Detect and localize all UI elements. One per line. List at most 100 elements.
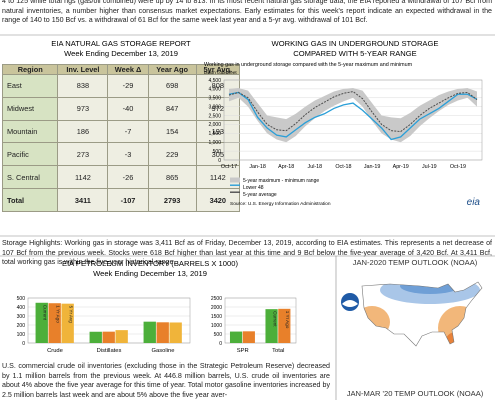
x-tick-label: Oct-18 bbox=[335, 164, 351, 170]
bar bbox=[156, 322, 169, 343]
table-cell: 186 bbox=[57, 119, 109, 144]
table-cell: Mountain bbox=[1, 119, 59, 144]
range-band bbox=[229, 88, 477, 143]
x-tick-label: Oct-19 bbox=[450, 164, 466, 170]
bar-label: Current bbox=[43, 305, 48, 321]
table-body: East 838 -29 698 808 Midwest 973 -40 847 972 Mount… bbox=[1, 74, 241, 212]
x-tick-label: Jan-18 bbox=[249, 164, 265, 170]
bar-label: 1 Yr Ago bbox=[56, 305, 61, 323]
plot-frame bbox=[224, 297, 297, 344]
y-tick-label: 2500 bbox=[211, 296, 222, 302]
x-tick-label: Gasoline bbox=[152, 348, 175, 354]
table-cell: 972 bbox=[195, 96, 241, 121]
map-title: JAN-MAR '20 TEMP OUTLOOK (NOAA) bbox=[347, 389, 484, 398]
noaa-logo bbox=[342, 300, 358, 307]
map bbox=[361, 281, 483, 347]
x-tick-label: Jan-19 bbox=[364, 164, 380, 170]
table-cell: S. Central bbox=[1, 165, 59, 190]
table-cell: 847 bbox=[147, 96, 197, 121]
bar bbox=[278, 308, 291, 343]
table-cell: 973 bbox=[57, 96, 109, 121]
bar-label: 5 Yr Avg bbox=[68, 306, 73, 324]
bar bbox=[89, 331, 102, 343]
table-row: S. Central 1142 -26 865 1142 bbox=[1, 165, 241, 190]
y-tick-label: 200 bbox=[17, 323, 26, 329]
table-cell: 838 bbox=[57, 74, 109, 98]
x-tick-label: Jul-18 bbox=[308, 164, 323, 170]
bar bbox=[229, 331, 243, 343]
table-cell: 305 bbox=[195, 142, 241, 167]
cold-area bbox=[400, 282, 460, 294]
bar bbox=[265, 309, 278, 343]
table-cell: -3 bbox=[107, 142, 149, 167]
map-outline bbox=[361, 281, 483, 347]
table-cell: Midwest bbox=[1, 96, 59, 121]
table-cell: 229 bbox=[147, 142, 197, 167]
y-tick-label: 500 bbox=[214, 332, 223, 338]
chart-subtitle: Week Ending December 13, 2019 bbox=[93, 269, 207, 278]
x-tick-label: Total bbox=[272, 348, 284, 354]
legend-label: 5-year average bbox=[243, 192, 277, 198]
chart-source: Source: U.S. Energy Information Administ… bbox=[230, 201, 331, 207]
table-cell: 865 bbox=[147, 165, 197, 190]
table-cell: 154 bbox=[147, 119, 197, 144]
y-tick-label: 100 bbox=[17, 332, 26, 338]
warm-area bbox=[362, 306, 390, 338]
storage-table: Region Inv. Level Week Δ Year Ago 5yr Avg. Ea… bbox=[1, 64, 241, 212]
table-header-cell: Inv. Level bbox=[57, 64, 109, 75]
map-fill bbox=[362, 282, 482, 346]
y-tick-label: 0 bbox=[219, 341, 222, 347]
y-tick-label: 0 bbox=[22, 341, 25, 347]
table-row: Pacific 273 -3 229 305 bbox=[1, 142, 241, 167]
map-bg bbox=[362, 282, 482, 346]
table-cell: -26 bbox=[107, 165, 149, 190]
table-cell: 273 bbox=[57, 142, 109, 167]
table-cell: 3420 bbox=[195, 188, 241, 212]
table-row: Midwest 973 -40 847 972 bbox=[1, 96, 241, 121]
x-tick-label: Distillates bbox=[97, 348, 122, 354]
table-cell: Total bbox=[1, 188, 59, 212]
bar bbox=[35, 302, 48, 343]
table-cell: 193 bbox=[195, 119, 241, 144]
bar-label: Current bbox=[272, 311, 277, 327]
table-header-cell: Region bbox=[1, 64, 59, 75]
y-tick-label: 400 bbox=[17, 305, 26, 311]
table-cell: 2793 bbox=[147, 188, 197, 212]
legend-label: 5-year maximum - minimum range bbox=[243, 178, 319, 184]
x-tick-label: Apr-18 bbox=[278, 164, 294, 170]
y-tick-label: 1000 bbox=[211, 323, 222, 329]
table-cell: -40 bbox=[107, 96, 149, 121]
table-row: Mountain 186 -7 154 193 bbox=[1, 119, 241, 144]
y-tick-label: 300 bbox=[17, 314, 26, 320]
x-tick-label: Apr-19 bbox=[393, 164, 409, 170]
table-cell: 808 bbox=[195, 74, 241, 98]
bar bbox=[115, 330, 128, 343]
noaa-logo bbox=[341, 293, 359, 311]
table-cell: Pacific bbox=[1, 142, 59, 167]
series-line bbox=[228, 91, 478, 133]
x-tick-label: Crude bbox=[47, 348, 63, 354]
table-cell: -107 bbox=[107, 188, 149, 212]
petroleum-text: U.S. commercial crude oil inventories (e… bbox=[2, 362, 330, 399]
table-cell: 698 bbox=[147, 74, 197, 98]
table-row: East 838 -29 698 808 bbox=[1, 74, 241, 98]
intro-text: 4 to 125 while total rigs (gas/oil combi… bbox=[2, 0, 492, 25]
bar bbox=[61, 303, 74, 343]
series-line bbox=[228, 91, 478, 141]
bar-label: 1 Yr Ago bbox=[285, 311, 290, 329]
bar bbox=[242, 331, 255, 343]
bar bbox=[102, 331, 115, 343]
legend-label: Lower 48 bbox=[243, 185, 264, 191]
bar bbox=[143, 321, 156, 343]
table-cell: 1142 bbox=[57, 165, 109, 190]
warm-area bbox=[446, 332, 466, 346]
storage-highlights: Storage Highlights: Working gas in stora… bbox=[2, 239, 492, 267]
table-cell: 3411 bbox=[57, 188, 109, 212]
warm-area bbox=[438, 306, 482, 346]
y-tick-label: 500 bbox=[17, 296, 26, 302]
table-subtitle: Week Ending December 13, 2019 bbox=[64, 49, 178, 58]
plot-frame bbox=[27, 297, 191, 344]
y-tick-label: 1500 bbox=[211, 314, 222, 320]
table-cell: -7 bbox=[107, 119, 149, 144]
